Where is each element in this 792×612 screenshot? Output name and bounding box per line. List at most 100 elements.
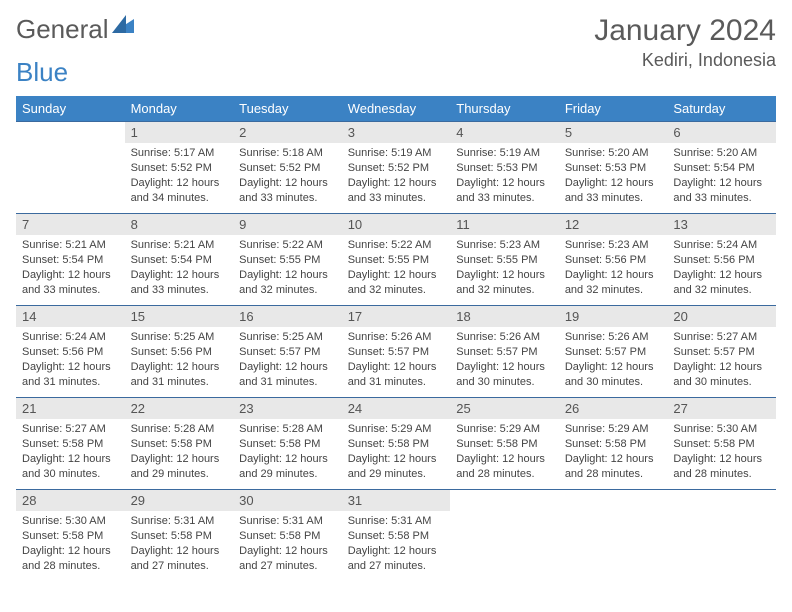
- day-number: 22: [125, 398, 234, 419]
- day-info: Sunrise: 5:25 AMSunset: 5:56 PMDaylight:…: [125, 327, 234, 393]
- day-info: Sunrise: 5:28 AMSunset: 5:58 PMDaylight:…: [233, 419, 342, 485]
- day-number: 21: [16, 398, 125, 419]
- day-number: 10: [342, 214, 451, 235]
- calendar-cell: 12Sunrise: 5:23 AMSunset: 5:56 PMDayligh…: [559, 214, 668, 306]
- logo: General: [16, 14, 134, 45]
- day-number: 29: [125, 490, 234, 511]
- day-number: 16: [233, 306, 342, 327]
- calendar-cell: 1Sunrise: 5:17 AMSunset: 5:52 PMDaylight…: [125, 122, 234, 214]
- calendar-cell: 27Sunrise: 5:30 AMSunset: 5:58 PMDayligh…: [667, 398, 776, 490]
- calendar-row: 28Sunrise: 5:30 AMSunset: 5:58 PMDayligh…: [16, 490, 776, 582]
- day-info: Sunrise: 5:24 AMSunset: 5:56 PMDaylight:…: [667, 235, 776, 301]
- day-number: 18: [450, 306, 559, 327]
- calendar-row: 7Sunrise: 5:21 AMSunset: 5:54 PMDaylight…: [16, 214, 776, 306]
- day-number: 5: [559, 122, 668, 143]
- logo-icon: [112, 9, 134, 40]
- day-number: 25: [450, 398, 559, 419]
- calendar-cell: 10Sunrise: 5:22 AMSunset: 5:55 PMDayligh…: [342, 214, 451, 306]
- day-info: Sunrise: 5:23 AMSunset: 5:55 PMDaylight:…: [450, 235, 559, 301]
- day-number: 17: [342, 306, 451, 327]
- day-number: 13: [667, 214, 776, 235]
- logo-text-general: General: [16, 14, 109, 45]
- calendar-cell: 3Sunrise: 5:19 AMSunset: 5:52 PMDaylight…: [342, 122, 451, 214]
- day-info: Sunrise: 5:23 AMSunset: 5:56 PMDaylight:…: [559, 235, 668, 301]
- day-info: Sunrise: 5:29 AMSunset: 5:58 PMDaylight:…: [559, 419, 668, 485]
- calendar-cell: 30Sunrise: 5:31 AMSunset: 5:58 PMDayligh…: [233, 490, 342, 582]
- title-block: January 2024 Kediri, Indonesia: [594, 14, 776, 71]
- day-number: 8: [125, 214, 234, 235]
- calendar-cell: 11Sunrise: 5:23 AMSunset: 5:55 PMDayligh…: [450, 214, 559, 306]
- calendar-cell: 4Sunrise: 5:19 AMSunset: 5:53 PMDaylight…: [450, 122, 559, 214]
- calendar-table: SundayMondayTuesdayWednesdayThursdayFrid…: [16, 96, 776, 582]
- day-info: Sunrise: 5:31 AMSunset: 5:58 PMDaylight:…: [233, 511, 342, 577]
- calendar-cell: [559, 490, 668, 582]
- day-number: 26: [559, 398, 668, 419]
- calendar-cell: 5Sunrise: 5:20 AMSunset: 5:53 PMDaylight…: [559, 122, 668, 214]
- day-info: Sunrise: 5:31 AMSunset: 5:58 PMDaylight:…: [342, 511, 451, 577]
- day-number: 14: [16, 306, 125, 327]
- calendar-cell: 16Sunrise: 5:25 AMSunset: 5:57 PMDayligh…: [233, 306, 342, 398]
- calendar-cell: 7Sunrise: 5:21 AMSunset: 5:54 PMDaylight…: [16, 214, 125, 306]
- day-number: 28: [16, 490, 125, 511]
- weekday-header: Wednesday: [342, 96, 451, 122]
- day-info: Sunrise: 5:18 AMSunset: 5:52 PMDaylight:…: [233, 143, 342, 209]
- day-info: Sunrise: 5:31 AMSunset: 5:58 PMDaylight:…: [125, 511, 234, 577]
- month-title: January 2024: [594, 14, 776, 48]
- calendar-cell: 2Sunrise: 5:18 AMSunset: 5:52 PMDaylight…: [233, 122, 342, 214]
- calendar-cell: 13Sunrise: 5:24 AMSunset: 5:56 PMDayligh…: [667, 214, 776, 306]
- calendar-cell: 21Sunrise: 5:27 AMSunset: 5:58 PMDayligh…: [16, 398, 125, 490]
- day-info: Sunrise: 5:24 AMSunset: 5:56 PMDaylight:…: [16, 327, 125, 393]
- weekday-header: Friday: [559, 96, 668, 122]
- weekday-header: Saturday: [667, 96, 776, 122]
- calendar-cell: 28Sunrise: 5:30 AMSunset: 5:58 PMDayligh…: [16, 490, 125, 582]
- day-info: Sunrise: 5:29 AMSunset: 5:58 PMDaylight:…: [342, 419, 451, 485]
- calendar-cell: 18Sunrise: 5:26 AMSunset: 5:57 PMDayligh…: [450, 306, 559, 398]
- day-number: 11: [450, 214, 559, 235]
- logo-text-blue: Blue: [16, 57, 68, 87]
- day-number: 9: [233, 214, 342, 235]
- day-number: 20: [667, 306, 776, 327]
- calendar-cell: 24Sunrise: 5:29 AMSunset: 5:58 PMDayligh…: [342, 398, 451, 490]
- day-number: 15: [125, 306, 234, 327]
- day-number: 31: [342, 490, 451, 511]
- day-number: 24: [342, 398, 451, 419]
- calendar-cell: [667, 490, 776, 582]
- day-number: 19: [559, 306, 668, 327]
- calendar-row: 21Sunrise: 5:27 AMSunset: 5:58 PMDayligh…: [16, 398, 776, 490]
- day-info: Sunrise: 5:20 AMSunset: 5:54 PMDaylight:…: [667, 143, 776, 209]
- calendar-cell: 31Sunrise: 5:31 AMSunset: 5:58 PMDayligh…: [342, 490, 451, 582]
- calendar-body: 1Sunrise: 5:17 AMSunset: 5:52 PMDaylight…: [16, 122, 776, 582]
- calendar-cell: 19Sunrise: 5:26 AMSunset: 5:57 PMDayligh…: [559, 306, 668, 398]
- calendar-cell: [450, 490, 559, 582]
- day-number: 4: [450, 122, 559, 143]
- day-info: Sunrise: 5:30 AMSunset: 5:58 PMDaylight:…: [667, 419, 776, 485]
- calendar-cell: 23Sunrise: 5:28 AMSunset: 5:58 PMDayligh…: [233, 398, 342, 490]
- day-info: Sunrise: 5:25 AMSunset: 5:57 PMDaylight:…: [233, 327, 342, 393]
- location-label: Kediri, Indonesia: [594, 50, 776, 71]
- day-info: Sunrise: 5:28 AMSunset: 5:58 PMDaylight:…: [125, 419, 234, 485]
- weekday-header: Monday: [125, 96, 234, 122]
- calendar-cell: 25Sunrise: 5:29 AMSunset: 5:58 PMDayligh…: [450, 398, 559, 490]
- day-info: Sunrise: 5:27 AMSunset: 5:58 PMDaylight:…: [16, 419, 125, 485]
- day-number: 3: [342, 122, 451, 143]
- calendar-cell: 20Sunrise: 5:27 AMSunset: 5:57 PMDayligh…: [667, 306, 776, 398]
- weekday-header: Sunday: [16, 96, 125, 122]
- calendar-cell: 22Sunrise: 5:28 AMSunset: 5:58 PMDayligh…: [125, 398, 234, 490]
- day-number: 30: [233, 490, 342, 511]
- day-number: 23: [233, 398, 342, 419]
- day-info: Sunrise: 5:26 AMSunset: 5:57 PMDaylight:…: [559, 327, 668, 393]
- day-info: Sunrise: 5:27 AMSunset: 5:57 PMDaylight:…: [667, 327, 776, 393]
- calendar-row: 1Sunrise: 5:17 AMSunset: 5:52 PMDaylight…: [16, 122, 776, 214]
- day-number: 12: [559, 214, 668, 235]
- calendar-cell: 9Sunrise: 5:22 AMSunset: 5:55 PMDaylight…: [233, 214, 342, 306]
- day-info: Sunrise: 5:20 AMSunset: 5:53 PMDaylight:…: [559, 143, 668, 209]
- day-number: 7: [16, 214, 125, 235]
- day-info: Sunrise: 5:29 AMSunset: 5:58 PMDaylight:…: [450, 419, 559, 485]
- calendar-cell: 15Sunrise: 5:25 AMSunset: 5:56 PMDayligh…: [125, 306, 234, 398]
- calendar-cell: [16, 122, 125, 214]
- day-number: 27: [667, 398, 776, 419]
- calendar-row: 14Sunrise: 5:24 AMSunset: 5:56 PMDayligh…: [16, 306, 776, 398]
- day-info: Sunrise: 5:21 AMSunset: 5:54 PMDaylight:…: [125, 235, 234, 301]
- day-info: Sunrise: 5:22 AMSunset: 5:55 PMDaylight:…: [233, 235, 342, 301]
- calendar-cell: 14Sunrise: 5:24 AMSunset: 5:56 PMDayligh…: [16, 306, 125, 398]
